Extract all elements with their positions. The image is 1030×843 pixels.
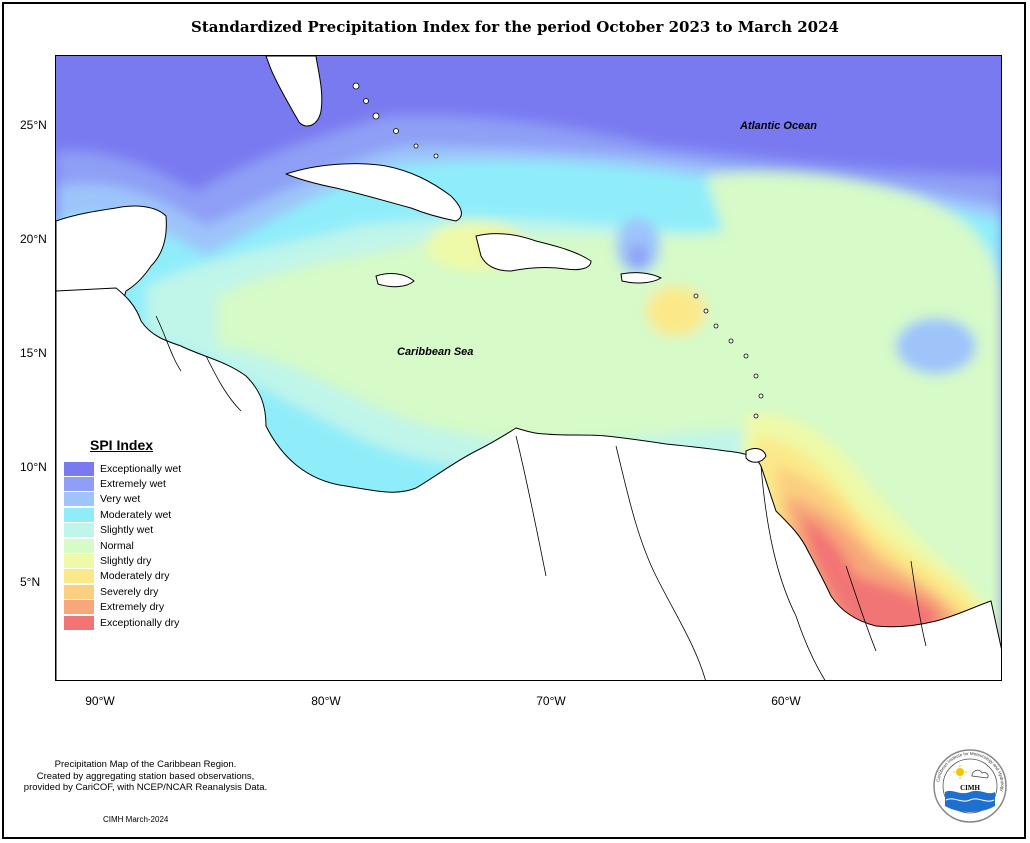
legend-swatch — [64, 615, 94, 630]
legend-label: Very wet — [100, 493, 141, 506]
lon-label-90w: 90°W — [85, 694, 115, 708]
lat-label-20n: 20°N — [20, 232, 47, 246]
legend-swatch — [64, 600, 94, 615]
lat-label-15n: 15°N — [20, 346, 47, 360]
legend-rows: Exceptionally wet Extremely wet Very wet Mo… — [64, 461, 204, 630]
map-footnote: Precipitation Map of the Caribbean Regio… — [8, 759, 283, 794]
lon-label-70w: 70°W — [536, 694, 566, 708]
land-hispaniola — [475, 233, 592, 272]
legend-item: Exceptionally dry — [64, 615, 204, 630]
legend-item: Normal — [64, 538, 204, 553]
lat-label-5n: 5°N — [20, 575, 41, 589]
legend-label: Slightly dry — [100, 555, 152, 568]
label-caribbean-sea: Caribbean Sea — [397, 346, 474, 358]
footnote-line-1: Precipitation Map of the Caribbean Regio… — [54, 759, 237, 770]
spi-map-canvas — [56, 56, 1001, 680]
legend-item: Severely dry — [64, 584, 204, 599]
legend-item: Moderately dry — [64, 569, 204, 584]
legend-label: Extremely wet — [100, 478, 166, 491]
spi-legend: SPI Index Exceptionally wet Extremely wet… — [64, 437, 204, 630]
lon-label-80w: 80°W — [311, 694, 341, 708]
legend-item: Slightly dry — [64, 553, 204, 569]
band-moderately-dry-leeward — [646, 286, 706, 336]
lat-label-25n: 25°N — [20, 118, 47, 132]
lon-label-60w: 60°W — [771, 694, 801, 708]
legend-item: Slightly wet — [64, 523, 204, 538]
legend-item: Moderately wet — [64, 507, 204, 522]
spi-map — [55, 55, 1002, 681]
footnote-line-2: Created by aggregating station based obs… — [36, 770, 255, 782]
legend-item: Very wet — [64, 492, 204, 507]
footnote-line-3: provided by CariCOF, with NCEP/NCAR Rean… — [23, 782, 268, 793]
legend-swatch — [64, 477, 94, 492]
legend-item: Extremely wet — [64, 476, 204, 492]
legend-swatch — [64, 492, 94, 507]
legend-label: Moderately dry — [100, 570, 170, 583]
band-very-wet-atlantic — [896, 318, 976, 374]
legend-title: SPI Index — [90, 437, 154, 453]
legend-swatch — [64, 507, 94, 522]
land-mainland — [56, 287, 1001, 680]
legend-swatch — [64, 584, 94, 599]
legend-swatch — [64, 461, 94, 476]
legend-label: Slightly wet — [100, 524, 154, 537]
band-extremely-wet-pr — [628, 244, 648, 268]
legend-label: Moderately wet — [100, 508, 172, 521]
land-jamaica — [375, 273, 415, 288]
label-atlantic-ocean: Atlantic Ocean — [740, 120, 818, 132]
lat-label-10n: 10°N — [20, 460, 47, 474]
land-puerto-rico — [620, 272, 662, 284]
land-florida — [265, 56, 323, 127]
sun-cloud-waves-icon: CIMH Caribbean Institute for Meteorology… — [933, 749, 1007, 823]
credit-text: CIMH March-2024 — [103, 815, 169, 824]
legend-swatch — [64, 523, 94, 538]
legend-label: Exceptionally wet — [100, 462, 182, 475]
legend-swatch — [64, 569, 94, 584]
legend-label: Extremely dry — [100, 601, 165, 614]
legend-label: Severely dry — [100, 585, 159, 598]
map-title: Standardized Precipitation Index for the… — [191, 18, 839, 36]
legend-label: Normal — [100, 539, 134, 552]
cimh-logo: CIMH Caribbean Institute for Meteorology… — [932, 748, 1008, 824]
legend-item: Extremely dry — [64, 600, 204, 615]
legend-swatch — [64, 554, 94, 569]
land-cuba — [285, 163, 462, 222]
legend-label: Exceptionally dry — [100, 616, 180, 629]
logo-acronym: CIMH — [960, 784, 980, 792]
legend-swatch — [64, 538, 94, 553]
legend-item: Exceptionally wet — [64, 461, 204, 476]
band-exceptionally-dry-guianas — [801, 516, 941, 636]
land-trinidad — [745, 448, 767, 463]
